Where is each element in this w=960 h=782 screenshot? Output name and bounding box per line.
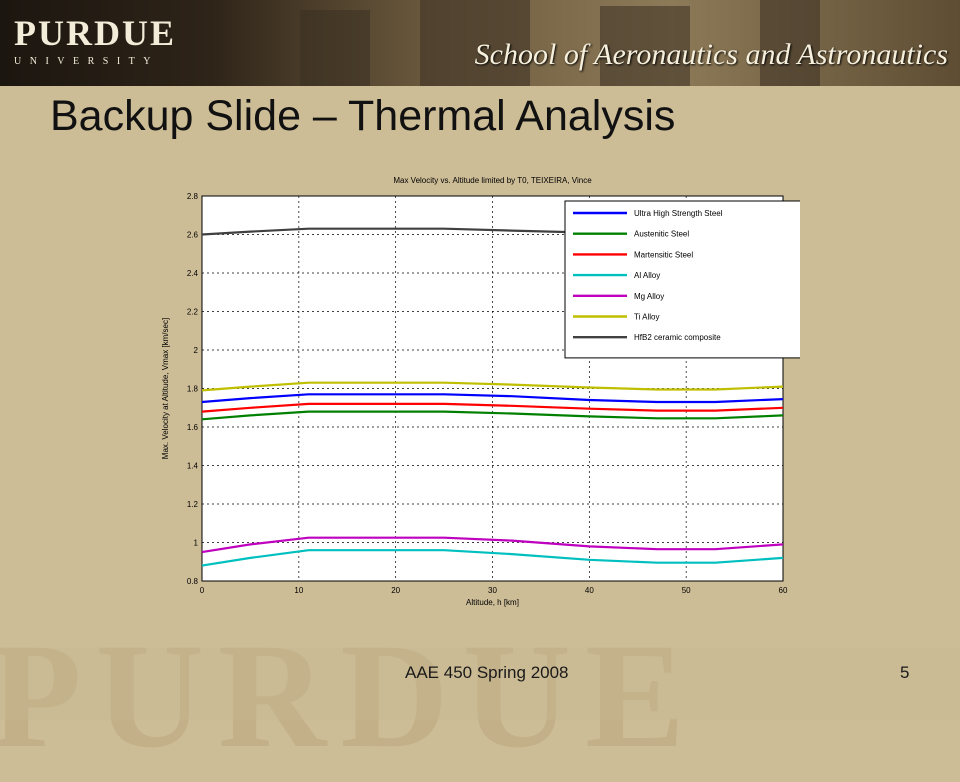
x-tick-label: 60 bbox=[779, 586, 788, 595]
x-axis-label: Altitude, h [km] bbox=[466, 598, 519, 607]
header-banner: PURDUE UNIVERSITY School of Aeronautics … bbox=[0, 0, 960, 86]
y-tick-label: 2.6 bbox=[187, 231, 199, 240]
brand-sub: UNIVERSITY bbox=[14, 56, 159, 67]
series-line bbox=[201, 410, 784, 421]
legend-label: Austenitic Steel bbox=[634, 230, 689, 239]
series-line bbox=[201, 402, 784, 413]
y-tick-label: 0.8 bbox=[187, 577, 199, 586]
legend-label: Martensitic Steel bbox=[634, 250, 693, 259]
y-tick-label: 2.4 bbox=[187, 269, 199, 278]
series-line bbox=[201, 381, 784, 392]
footer-text: AAE 450 Spring 2008 bbox=[405, 663, 569, 682]
series-line bbox=[201, 549, 784, 567]
y-tick-label: 1 bbox=[194, 539, 199, 548]
y-tick-label: 1.4 bbox=[187, 462, 199, 471]
line-chart: 0 10 20 30 40 50 60 0.8 1 1.2 1.4 1.6 1.8 2 2.2 2.4 2.6 2… bbox=[161, 176, 800, 607]
brand-name: PURDUE bbox=[14, 13, 176, 53]
legend-label: Al Alloy bbox=[634, 271, 660, 280]
purdue-logo: PURDUE UNIVERSITY bbox=[14, 14, 176, 67]
y-tick-label: 2 bbox=[194, 346, 199, 355]
chart-title: Max Velocity vs. Altitude limited by T0,… bbox=[393, 176, 592, 185]
plot-frame bbox=[201, 195, 784, 582]
x-tick-label: 0 bbox=[200, 586, 205, 595]
x-tick-label: 20 bbox=[391, 586, 400, 595]
x-tick-label: 40 bbox=[585, 586, 594, 595]
series-line bbox=[201, 393, 784, 404]
x-tick-label: 50 bbox=[682, 586, 691, 595]
page-number: 5 bbox=[900, 663, 910, 682]
school-name: School of Aeronautics and Astronautics bbox=[474, 38, 948, 71]
legend-box bbox=[564, 200, 800, 359]
y-tick-label: 1.6 bbox=[187, 423, 199, 432]
series-line bbox=[201, 536, 784, 554]
x-tick-label: 30 bbox=[488, 586, 497, 595]
y-tick-label: 2.8 bbox=[187, 192, 199, 201]
legend-label: Ultra High Strength Steel bbox=[634, 209, 723, 218]
legend-label: HfB2 ceramic composite bbox=[634, 333, 721, 342]
legend-label: Ti Alloy bbox=[634, 313, 660, 322]
y-tick-label: 2.2 bbox=[187, 308, 199, 317]
y-tick-label: 1.8 bbox=[187, 385, 199, 394]
legend-label: Mg Alloy bbox=[634, 292, 664, 301]
y-tick-label: 1.2 bbox=[187, 500, 199, 509]
y-axis-label: Max. Velocity at Altitude, Vmax [km/sec] bbox=[161, 318, 170, 459]
footer-band bbox=[0, 648, 960, 720]
slide-title: Backup Slide – Thermal Analysis bbox=[50, 92, 676, 140]
x-tick-label: 10 bbox=[294, 586, 303, 595]
